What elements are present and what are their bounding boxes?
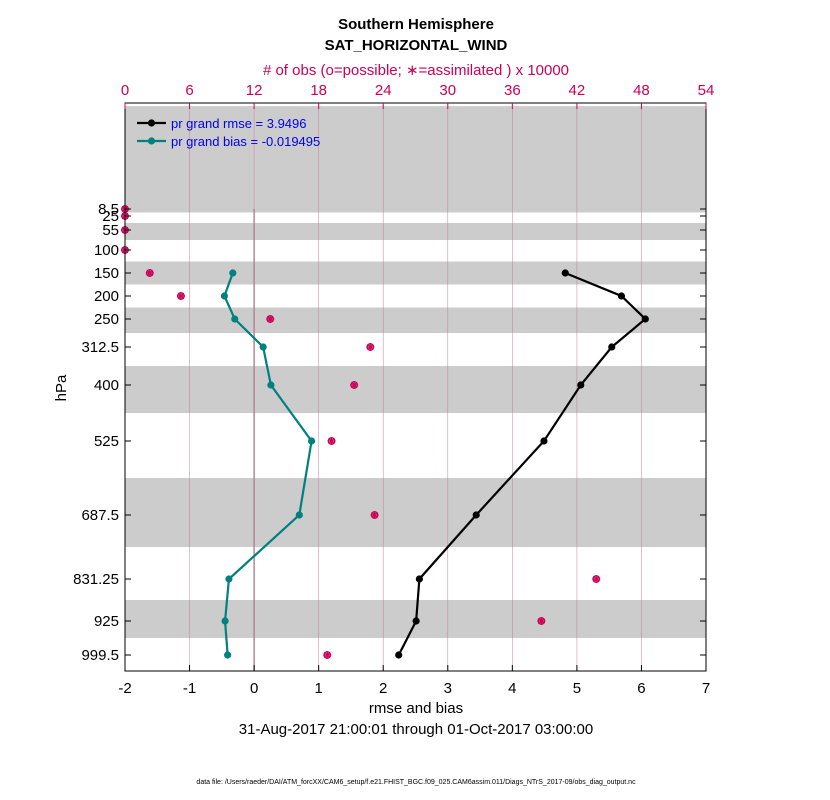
obs-count-marker: [350, 381, 359, 389]
obs-assimilated-star: [266, 315, 275, 323]
obs-count-marker: [176, 292, 185, 300]
level-band: [125, 106, 706, 213]
y-tick-label: 250: [94, 311, 119, 328]
obs-count-marker: [266, 315, 275, 323]
level-band: [125, 366, 706, 413]
x-axis-label: rmse and bias: [369, 700, 463, 717]
level-band: [125, 478, 706, 547]
obs-assimilated-star: [592, 575, 601, 583]
x-tick-label: 7: [702, 680, 710, 697]
x-tick-label: 3: [444, 680, 452, 697]
y-tick-label: 400: [94, 377, 119, 394]
plot-frame: [124, 102, 707, 672]
axes: -2 -1 0 1 2 3 4 5 6 70 6 12 18 24 30 36 42 48 548.52555100…: [73, 82, 714, 697]
y-tick-label: 200: [94, 288, 119, 305]
rmse-point: [577, 381, 585, 389]
top-tick-label: 54: [698, 82, 715, 99]
obs-assimilated-star: [323, 651, 332, 659]
x-tick-label: 6: [637, 680, 645, 697]
obs-count-marker: [537, 617, 546, 625]
obs-assimilated-star: [327, 437, 336, 445]
date-range: 31-Aug-2017 21:00:01 through 01-Oct-2017…: [239, 721, 593, 738]
obs-assimilated-star: [370, 511, 379, 519]
obs-assimilated-star: [537, 617, 546, 625]
obs-count-marker: [323, 651, 332, 659]
rmse-point: [561, 269, 569, 277]
rmse-point: [617, 292, 626, 300]
obs-assimilated-star: [366, 343, 375, 351]
chart-subtitle: SAT_HORIZONTAL_WIND: [325, 37, 508, 54]
bias-point: [221, 617, 229, 625]
chart-title: Southern Hemisphere: [338, 16, 494, 33]
obs-count-marker: [366, 343, 375, 351]
top-tick-label: 36: [504, 82, 521, 99]
y-tick-label: 25: [102, 208, 119, 225]
obs-assimilated-star: [145, 269, 154, 277]
grid-lines: [124, 103, 707, 671]
bias-point: [229, 269, 237, 277]
y-tick-label: 55: [102, 222, 119, 239]
rmse-point: [395, 651, 403, 659]
bias-point: [295, 511, 303, 519]
x-tick-label: -2: [118, 680, 131, 697]
y-tick-label: 687.5: [81, 507, 119, 524]
y-tick-label: 150: [94, 265, 119, 282]
obs-count-marker: [327, 437, 336, 445]
level-bands: [125, 106, 706, 638]
bias-point: [231, 315, 239, 323]
top-tick-label: 42: [569, 82, 586, 99]
bias-line: [223, 272, 313, 656]
top-tick-label: 0: [121, 82, 129, 99]
top-tick-label: 24: [375, 82, 392, 99]
obs-assimilated-star: [350, 381, 359, 389]
bias-point: [259, 343, 267, 351]
x-tick-label: 2: [379, 680, 387, 697]
legend-swatch-marker: [147, 137, 156, 145]
bias-point: [225, 575, 233, 583]
obs-count-marker: [592, 575, 601, 583]
top-axis-label: # of obs (o=possible; ∗=assimilated ) x …: [263, 62, 569, 79]
y-tick-label: 925: [94, 613, 119, 630]
bias-point: [224, 651, 232, 659]
level-band: [125, 261, 706, 285]
bias-point: [220, 292, 229, 300]
rmse-point: [608, 343, 616, 351]
y-tick-label: 831.25: [73, 571, 119, 588]
top-tick-label: 12: [246, 82, 263, 99]
rmse-line: [397, 271, 647, 656]
legend-swatch-marker: [147, 119, 156, 127]
legend-entry: pr grand bias = -0.019495: [171, 134, 320, 149]
rmse-point: [641, 315, 649, 323]
legend: pr grand rmse = 3.9496 pr grand bias = -0…: [137, 116, 320, 149]
level-band: [125, 307, 706, 333]
x-tick-label: -1: [183, 680, 196, 697]
obs-assimilated-star: [176, 292, 185, 300]
y-axis-label: hPa: [53, 374, 70, 401]
rmse-point: [415, 575, 423, 583]
bias-point: [267, 381, 275, 389]
x-tick-label: 4: [508, 680, 516, 697]
obs-count-marker: [145, 269, 154, 277]
obs-count-marker: [370, 511, 379, 519]
y-tick-label: 8.5: [98, 201, 119, 218]
rmse-point: [540, 437, 548, 445]
level-band: [125, 223, 706, 240]
y-tick-label: 312.5: [81, 339, 119, 356]
y-tick-label: 525: [94, 433, 119, 450]
bias-point: [307, 437, 316, 445]
top-tick-label: 30: [439, 82, 456, 99]
top-tick-label: 48: [633, 82, 650, 99]
y-tick-label: 999.5: [81, 647, 119, 664]
data-file-footnote: data file: /Users/raeder/DAI/ATM_forcXX/…: [196, 779, 636, 786]
x-tick-label: 1: [314, 680, 322, 697]
y-tick-label: 100: [94, 242, 119, 259]
rmse-point: [412, 617, 420, 625]
x-tick-label: 0: [250, 680, 258, 697]
legend-entry: pr grand rmse = 3.9496: [171, 116, 307, 131]
top-tick-label: 18: [310, 82, 327, 99]
x-tick-label: 5: [573, 680, 581, 697]
rmse-point: [472, 511, 480, 519]
top-tick-label: 6: [185, 82, 193, 99]
